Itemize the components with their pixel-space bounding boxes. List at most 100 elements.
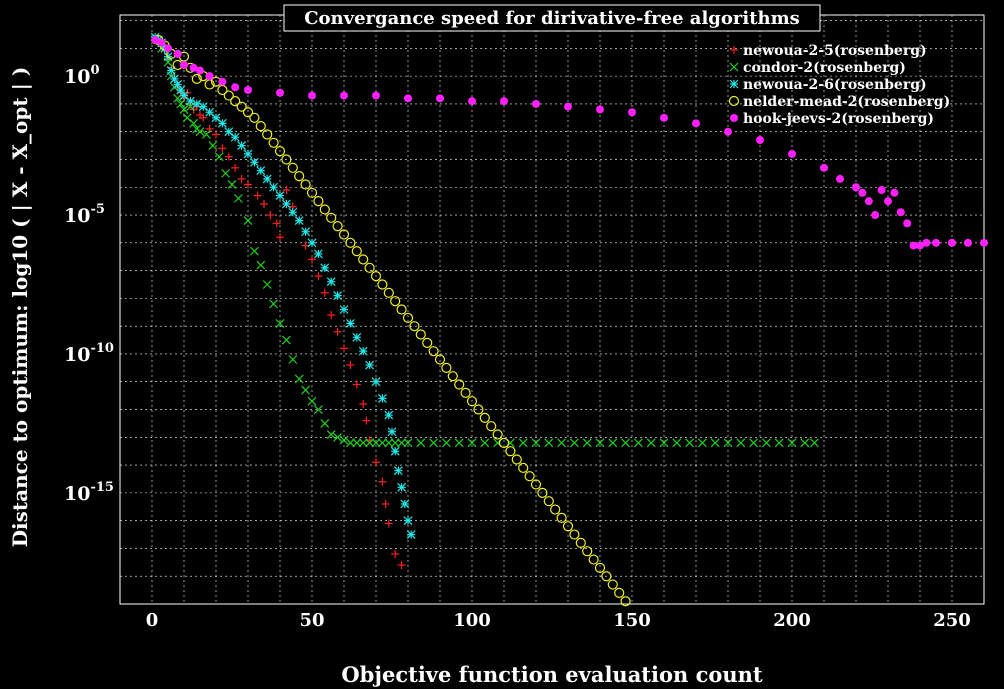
data-point [352,332,362,342]
data-point [607,579,618,590]
data-point [416,438,426,448]
data-point [205,72,214,81]
data-point [173,49,182,58]
y-axis-label: Distance to optimum: log10 ( | X - X_opt… [8,67,32,548]
data-point [233,193,243,203]
data-point [550,504,561,515]
data-point [294,216,304,226]
data-point [858,188,867,197]
data-point [614,587,625,598]
legend-marker [730,46,738,54]
data-point [397,561,406,570]
data-point [569,529,580,540]
x-tick-label: 200 [773,610,811,631]
legend-marker [729,62,739,72]
data-point [948,238,956,247]
data-point [403,438,413,448]
data-point [800,438,810,448]
data-point [306,187,318,198]
data-point [364,262,375,273]
x-tick-label: 50 [299,610,324,631]
data-point [387,427,397,437]
data-point [436,94,444,103]
data-point [659,438,669,448]
data-point [253,191,262,200]
data-point [319,204,330,215]
y-tick-label: 100 [64,63,100,88]
data-point [236,101,247,112]
data-point [809,438,819,448]
series-4 [151,36,988,250]
data-point [429,438,439,448]
data-point [326,277,336,287]
data-point [269,299,279,309]
data-point [262,280,272,289]
data-point [262,129,273,140]
data-point [556,512,567,523]
data-point [287,162,298,173]
data-point [308,255,316,264]
data-point [454,438,464,448]
data-point [562,521,574,532]
data-point [569,438,579,448]
data-point [308,91,316,100]
data-point [403,516,413,526]
x-tick-label: 150 [613,610,651,631]
data-point [327,311,336,320]
data-point [275,191,285,201]
data-point [544,438,554,448]
data-point [422,337,433,348]
data-point [195,127,205,137]
data-point [358,346,368,356]
data-point [266,211,275,220]
data-point [582,438,592,448]
data-point [179,105,189,114]
data-point [164,44,172,53]
data-point [524,471,535,482]
data-point [903,219,912,228]
data-point [307,396,317,406]
data-point [594,562,606,573]
data-point [377,438,387,448]
data-point [333,327,342,336]
data-point [223,90,234,101]
data-point [256,166,266,176]
data-point [460,387,471,398]
data-point [365,360,375,370]
x-axis-label: Objective function evaluation count [341,662,763,687]
data-point [218,77,227,86]
data-point [320,263,330,273]
data-point [313,405,323,414]
legend-marker [730,114,738,122]
data-point [365,438,375,448]
data-point [224,152,233,161]
data-point [749,438,759,448]
data-point [326,212,337,223]
data-point [314,272,323,281]
y-tick-label: 10-5 [64,202,105,227]
data-point [877,186,886,195]
data-point [530,479,542,490]
data-point [480,438,490,448]
data-point [208,141,218,151]
data-point [400,499,410,509]
data-point [492,429,503,440]
data-point [596,105,604,114]
data-point [447,371,458,382]
data-point [352,438,362,448]
data-point [333,432,343,442]
data-point [301,227,311,237]
data-point [402,312,414,323]
data-point [473,404,484,415]
data-point [362,416,371,425]
data-point [884,197,892,206]
data-point [370,271,382,282]
data-point [301,385,311,395]
data-point [396,304,407,315]
data-point [697,438,707,448]
data-point [397,438,407,448]
data-point [871,211,880,220]
data-point [300,179,311,190]
y-axis-ticks: 100 10-5 10-10 10-15 [64,63,114,505]
data-point [269,182,279,192]
